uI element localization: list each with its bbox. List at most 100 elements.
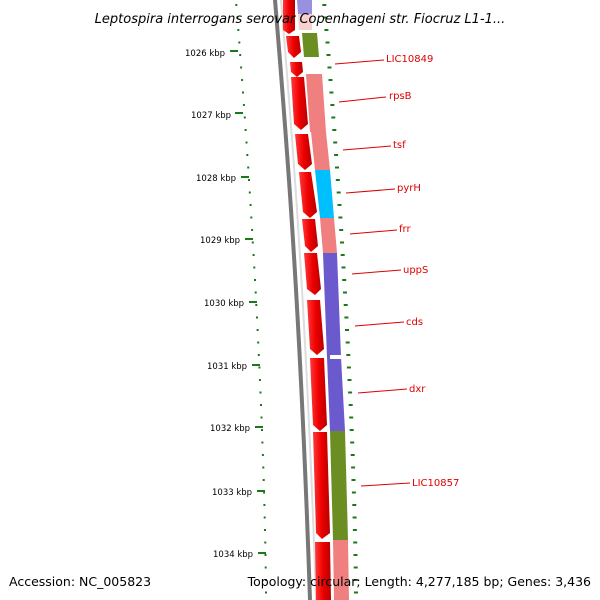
track-dot (351, 466, 356, 469)
cds-arrow (290, 62, 303, 77)
track-dot (352, 529, 357, 531)
track-dot (335, 166, 339, 169)
cds-arrow (313, 432, 330, 539)
track-dot (328, 79, 333, 81)
track-dot (254, 291, 257, 294)
tick-label-1033: 1033 kbp (212, 488, 252, 498)
map-title: Leptospira interrogans serovar Copenhage… (95, 12, 506, 27)
track-dot (353, 541, 358, 544)
track-dot (341, 266, 346, 269)
label-leaders (334, 59, 411, 487)
track-dot (264, 541, 267, 544)
gene-label-frr: frr (399, 224, 411, 235)
track-dot (242, 104, 245, 106)
track-dot (260, 416, 263, 419)
leader-line (357, 388, 408, 394)
track-dot (331, 116, 336, 119)
track-dot (353, 566, 358, 569)
track-dot (349, 416, 354, 419)
track-dot (261, 441, 264, 444)
track-dot (322, 4, 327, 6)
cog-block (333, 540, 349, 600)
track-dot (244, 129, 247, 131)
cds-arrow (310, 358, 327, 431)
cog-block (320, 218, 337, 253)
cog-block (323, 253, 341, 357)
track-dot (350, 454, 355, 456)
track-dot (352, 516, 357, 519)
track-dot (258, 379, 261, 381)
track-dot (348, 391, 353, 394)
leader-line (342, 145, 392, 151)
track-dot (251, 229, 254, 231)
track-dot (261, 429, 263, 431)
track-dot (263, 504, 266, 506)
track-dot (236, 16, 239, 19)
track-dot (249, 204, 252, 206)
cds-arrow (315, 542, 331, 600)
cds-arrow (307, 300, 324, 355)
track-dot (329, 91, 334, 94)
track-dot (258, 366, 261, 369)
track-dot (256, 329, 259, 331)
track-dot (264, 529, 266, 531)
leader-line (334, 59, 385, 65)
cog-block (306, 74, 326, 132)
cog-track (297, 0, 349, 600)
track-dot (263, 516, 266, 519)
track-dot (250, 216, 253, 219)
tick-label-1030: 1030 kbp (204, 299, 244, 309)
tick-label-1029: 1029 kbp (200, 236, 240, 246)
cog-block (315, 170, 334, 218)
track-dot (248, 191, 251, 194)
genome-summary: Topology: circular; Length: 4,277,185 bp… (247, 574, 591, 589)
track-dot (245, 141, 248, 144)
track-dot (239, 54, 242, 56)
track-dot (260, 404, 262, 406)
cog-block-white (330, 355, 342, 359)
track-dot (259, 391, 262, 394)
gene-label-dxr: dxr (409, 384, 426, 395)
cds-arrow (295, 134, 312, 170)
cog-block (298, 14, 312, 30)
tick-label-1028: 1028 kbp (196, 174, 236, 184)
track-dot (353, 554, 358, 556)
cds-arrow (286, 36, 301, 58)
track-dot (263, 491, 266, 494)
track-dot (346, 354, 351, 356)
cog-block (311, 132, 330, 170)
cog-block (302, 33, 319, 57)
track-dot (340, 254, 345, 256)
track-dot (237, 29, 240, 31)
cds-arrow (291, 77, 308, 130)
cds-arrow (299, 172, 317, 218)
track-dot (255, 304, 258, 306)
track-dot (257, 341, 260, 344)
track-dot (335, 179, 340, 181)
gene-label-lic10849: LIC10849 (386, 54, 433, 65)
track-dot (327, 66, 332, 69)
track-dot (346, 366, 351, 369)
track-dot (338, 216, 343, 219)
gene-label-cds: cds (406, 317, 423, 328)
cds-track (283, 0, 331, 600)
tick-label-1032: 1032 kbp (210, 424, 250, 434)
gene-label-rpsb: rpsB (389, 91, 412, 102)
track-dot (332, 129, 337, 131)
backbone-inner-line (280, 0, 317, 600)
leader-line (354, 321, 405, 327)
cog-block (330, 431, 348, 540)
track-dot (252, 254, 255, 256)
track-dot (242, 91, 244, 94)
backbone-outer-line (273, 0, 312, 600)
track-dot (257, 354, 260, 356)
cds-arrow (304, 253, 321, 295)
track-dot (330, 104, 335, 106)
inner-dotted-track (322, 4, 358, 594)
track-dot (344, 316, 349, 319)
track-dot (256, 316, 258, 319)
cds-arrow (283, 0, 295, 34)
track-dot (333, 141, 338, 144)
tick-label-1034: 1034 kbp (213, 550, 253, 560)
track-dot (251, 241, 254, 244)
